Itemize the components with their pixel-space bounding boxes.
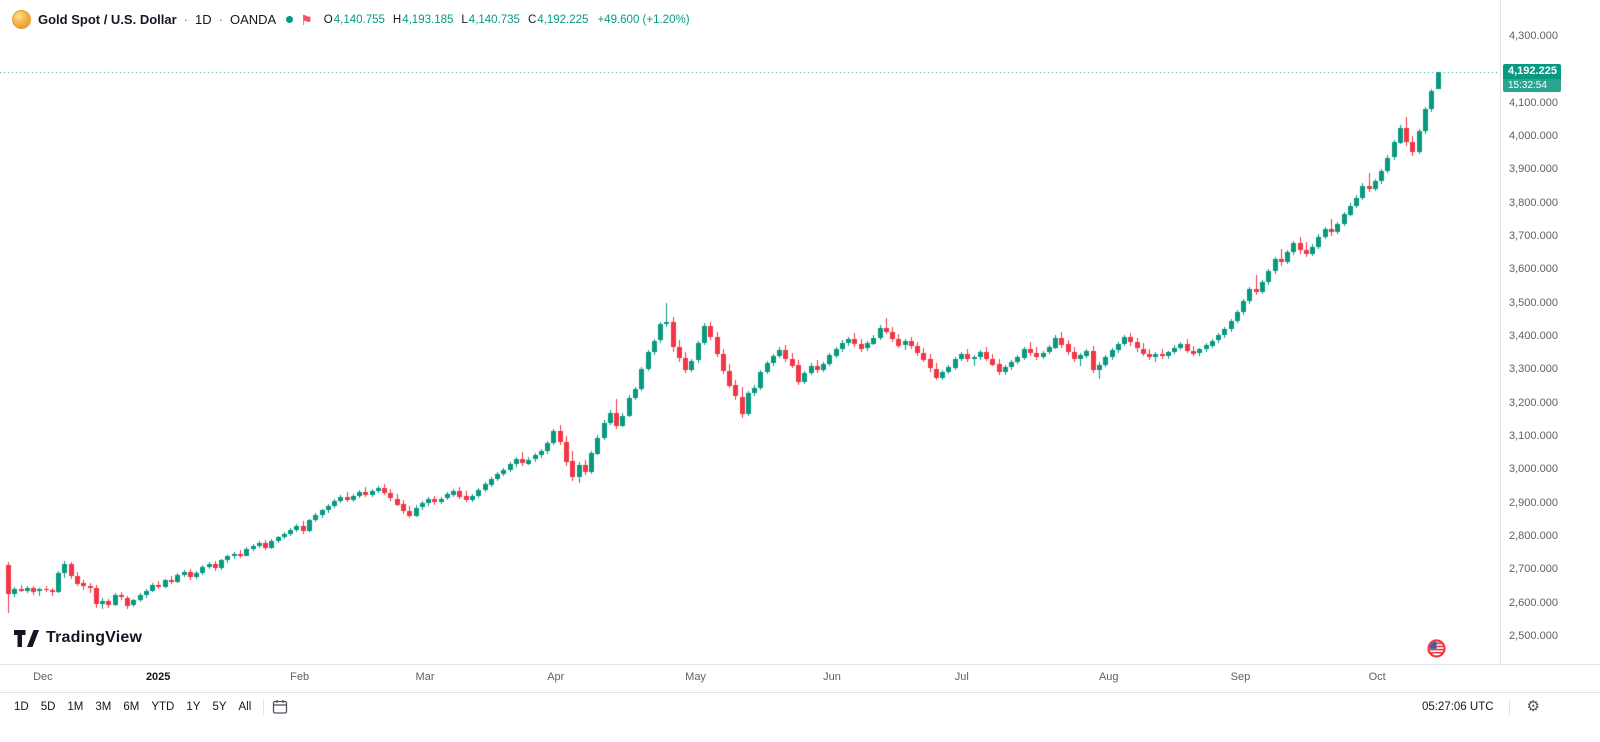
range-button-5y[interactable]: 5Y	[206, 698, 232, 716]
time-axis-label: Mar	[415, 671, 435, 683]
time-axis-label: Dec	[33, 671, 53, 683]
interval-label[interactable]: 1D	[195, 12, 212, 27]
price-axis-label: 2,600.000	[1509, 596, 1558, 609]
timezone-utc-label[interactable]: 05:27:06 UTC	[1421, 700, 1494, 713]
separator-dot: ·	[218, 12, 223, 27]
time-axis-label: 2025	[145, 671, 171, 683]
price-axis-label: 3,600.000	[1509, 263, 1558, 276]
time-axis-label: Jun	[823, 671, 841, 683]
price-axis-label: 4,000.000	[1509, 130, 1558, 142]
flag-symbol-icon[interactable]: ⚑	[300, 11, 313, 28]
price-axis-label: 2,700.000	[1509, 563, 1558, 576]
range-button-all[interactable]: All	[233, 698, 258, 716]
tradingview-logo-icon	[14, 629, 39, 647]
price-axis-label: 2,800.000	[1509, 530, 1558, 542]
ohlc-pair: H4,193.185	[392, 13, 454, 26]
bar-countdown: 15:32:54	[1503, 78, 1561, 92]
range-button-1m[interactable]: 1M	[61, 698, 89, 716]
price-axis-label: 4,300.000	[1509, 30, 1558, 42]
price-axis-label: 3,200.000	[1509, 396, 1558, 409]
go-to-date-icon[interactable]	[270, 697, 290, 717]
range-button-6m[interactable]: 6M	[117, 698, 145, 716]
price-axis-label: 2,900.000	[1509, 496, 1558, 509]
range-buttons: 1D 5D 1M 3M 6M YTD 1Y 5Y All	[8, 698, 257, 716]
candlestick-chart[interactable]	[0, 0, 1500, 664]
tradingview-watermark[interactable]: TradingView	[14, 629, 142, 647]
price-axis-label: 3,400.000	[1509, 330, 1558, 342]
time-axis[interactable]: Dec 2025 Feb Mar Apr May Jun Jul Aug Sep Oct	[0, 664, 1600, 692]
time-axis-label: Feb	[290, 671, 310, 683]
ohlc-values: O4,140.755 H4,193.185 L4,140.735 C4,192.225…	[324, 14, 690, 26]
last-price-value: 4,192.225	[1503, 63, 1561, 79]
range-button-1y[interactable]: 1Y	[180, 698, 206, 716]
price-axis-label: 3,300.000	[1509, 363, 1558, 376]
range-button-3m[interactable]: 3M	[89, 698, 117, 716]
bottom-toolbar: 1D 5D 1M 3M 6M YTD 1Y 5Y All 05:27:06 UTC ⚙	[0, 692, 1600, 742]
price-axis[interactable]: 4,192.225 15:32:54 4,300.000 4,100.000 4,0…	[1500, 0, 1600, 664]
toolbar-right: 05:27:06 UTC ⚙	[1422, 697, 1542, 716]
range-button-1d[interactable]: 1D	[8, 698, 35, 716]
exchange-label[interactable]: OANDA	[229, 12, 277, 27]
symbol-legend: Gold Spot / U.S. Dollar · 1D · OANDA ⚑ O…	[12, 10, 690, 29]
ohlc-pair: O4,140.755	[323, 13, 385, 26]
date-range-buttons: 1D 5D 1M 3M 6M YTD 1Y 5Y All	[8, 697, 290, 717]
ohlc-pair: +49.600 (+1.20%)	[597, 13, 690, 26]
last-price-badge: 4,192.225 15:32:54	[1503, 63, 1561, 92]
time-axis-label: Jul	[954, 671, 969, 683]
settings-gear-icon[interactable]: ⚙	[1526, 698, 1540, 715]
time-axis-label: Apr	[547, 671, 565, 683]
toolbar-divider	[263, 699, 265, 715]
toolbar-divider	[1508, 698, 1510, 715]
separator-dot: ·	[183, 12, 189, 27]
price-axis-label: 3,000.000	[1509, 463, 1558, 476]
time-axis-label: Aug	[1098, 671, 1119, 683]
chart-plot-area: Gold Spot / U.S. Dollar · 1D · OANDA ⚑ O…	[0, 0, 1500, 664]
symbol-title[interactable]: Gold Spot / U.S. Dollar	[38, 12, 177, 27]
ohlc-pair: C4,192.225	[527, 13, 589, 26]
price-axis-label: 4,100.000	[1509, 96, 1558, 109]
price-axis-label: 3,100.000	[1509, 430, 1558, 442]
time-axis-label: Oct	[1368, 671, 1386, 683]
range-button-5d[interactable]: 5D	[35, 698, 62, 716]
price-axis-label: 3,800.000	[1509, 196, 1558, 209]
range-button-ytd[interactable]: YTD	[145, 698, 180, 716]
price-axis-label: 3,700.000	[1509, 230, 1558, 242]
market-status-dot-icon[interactable]	[286, 16, 294, 23]
ohlc-pair: L4,140.735	[461, 13, 520, 26]
time-axis-label: May	[685, 671, 706, 683]
price-axis-label: 2,500.000	[1509, 630, 1558, 642]
price-axis-label: 3,500.000	[1509, 296, 1558, 309]
time-axis-label: Sep	[1230, 671, 1251, 683]
price-axis-label: 3,900.000	[1509, 163, 1558, 176]
symbol-logo-icon	[12, 10, 31, 29]
us-flag-event-icon[interactable]	[1427, 639, 1446, 658]
tradingview-wordmark: TradingView	[46, 629, 143, 646]
